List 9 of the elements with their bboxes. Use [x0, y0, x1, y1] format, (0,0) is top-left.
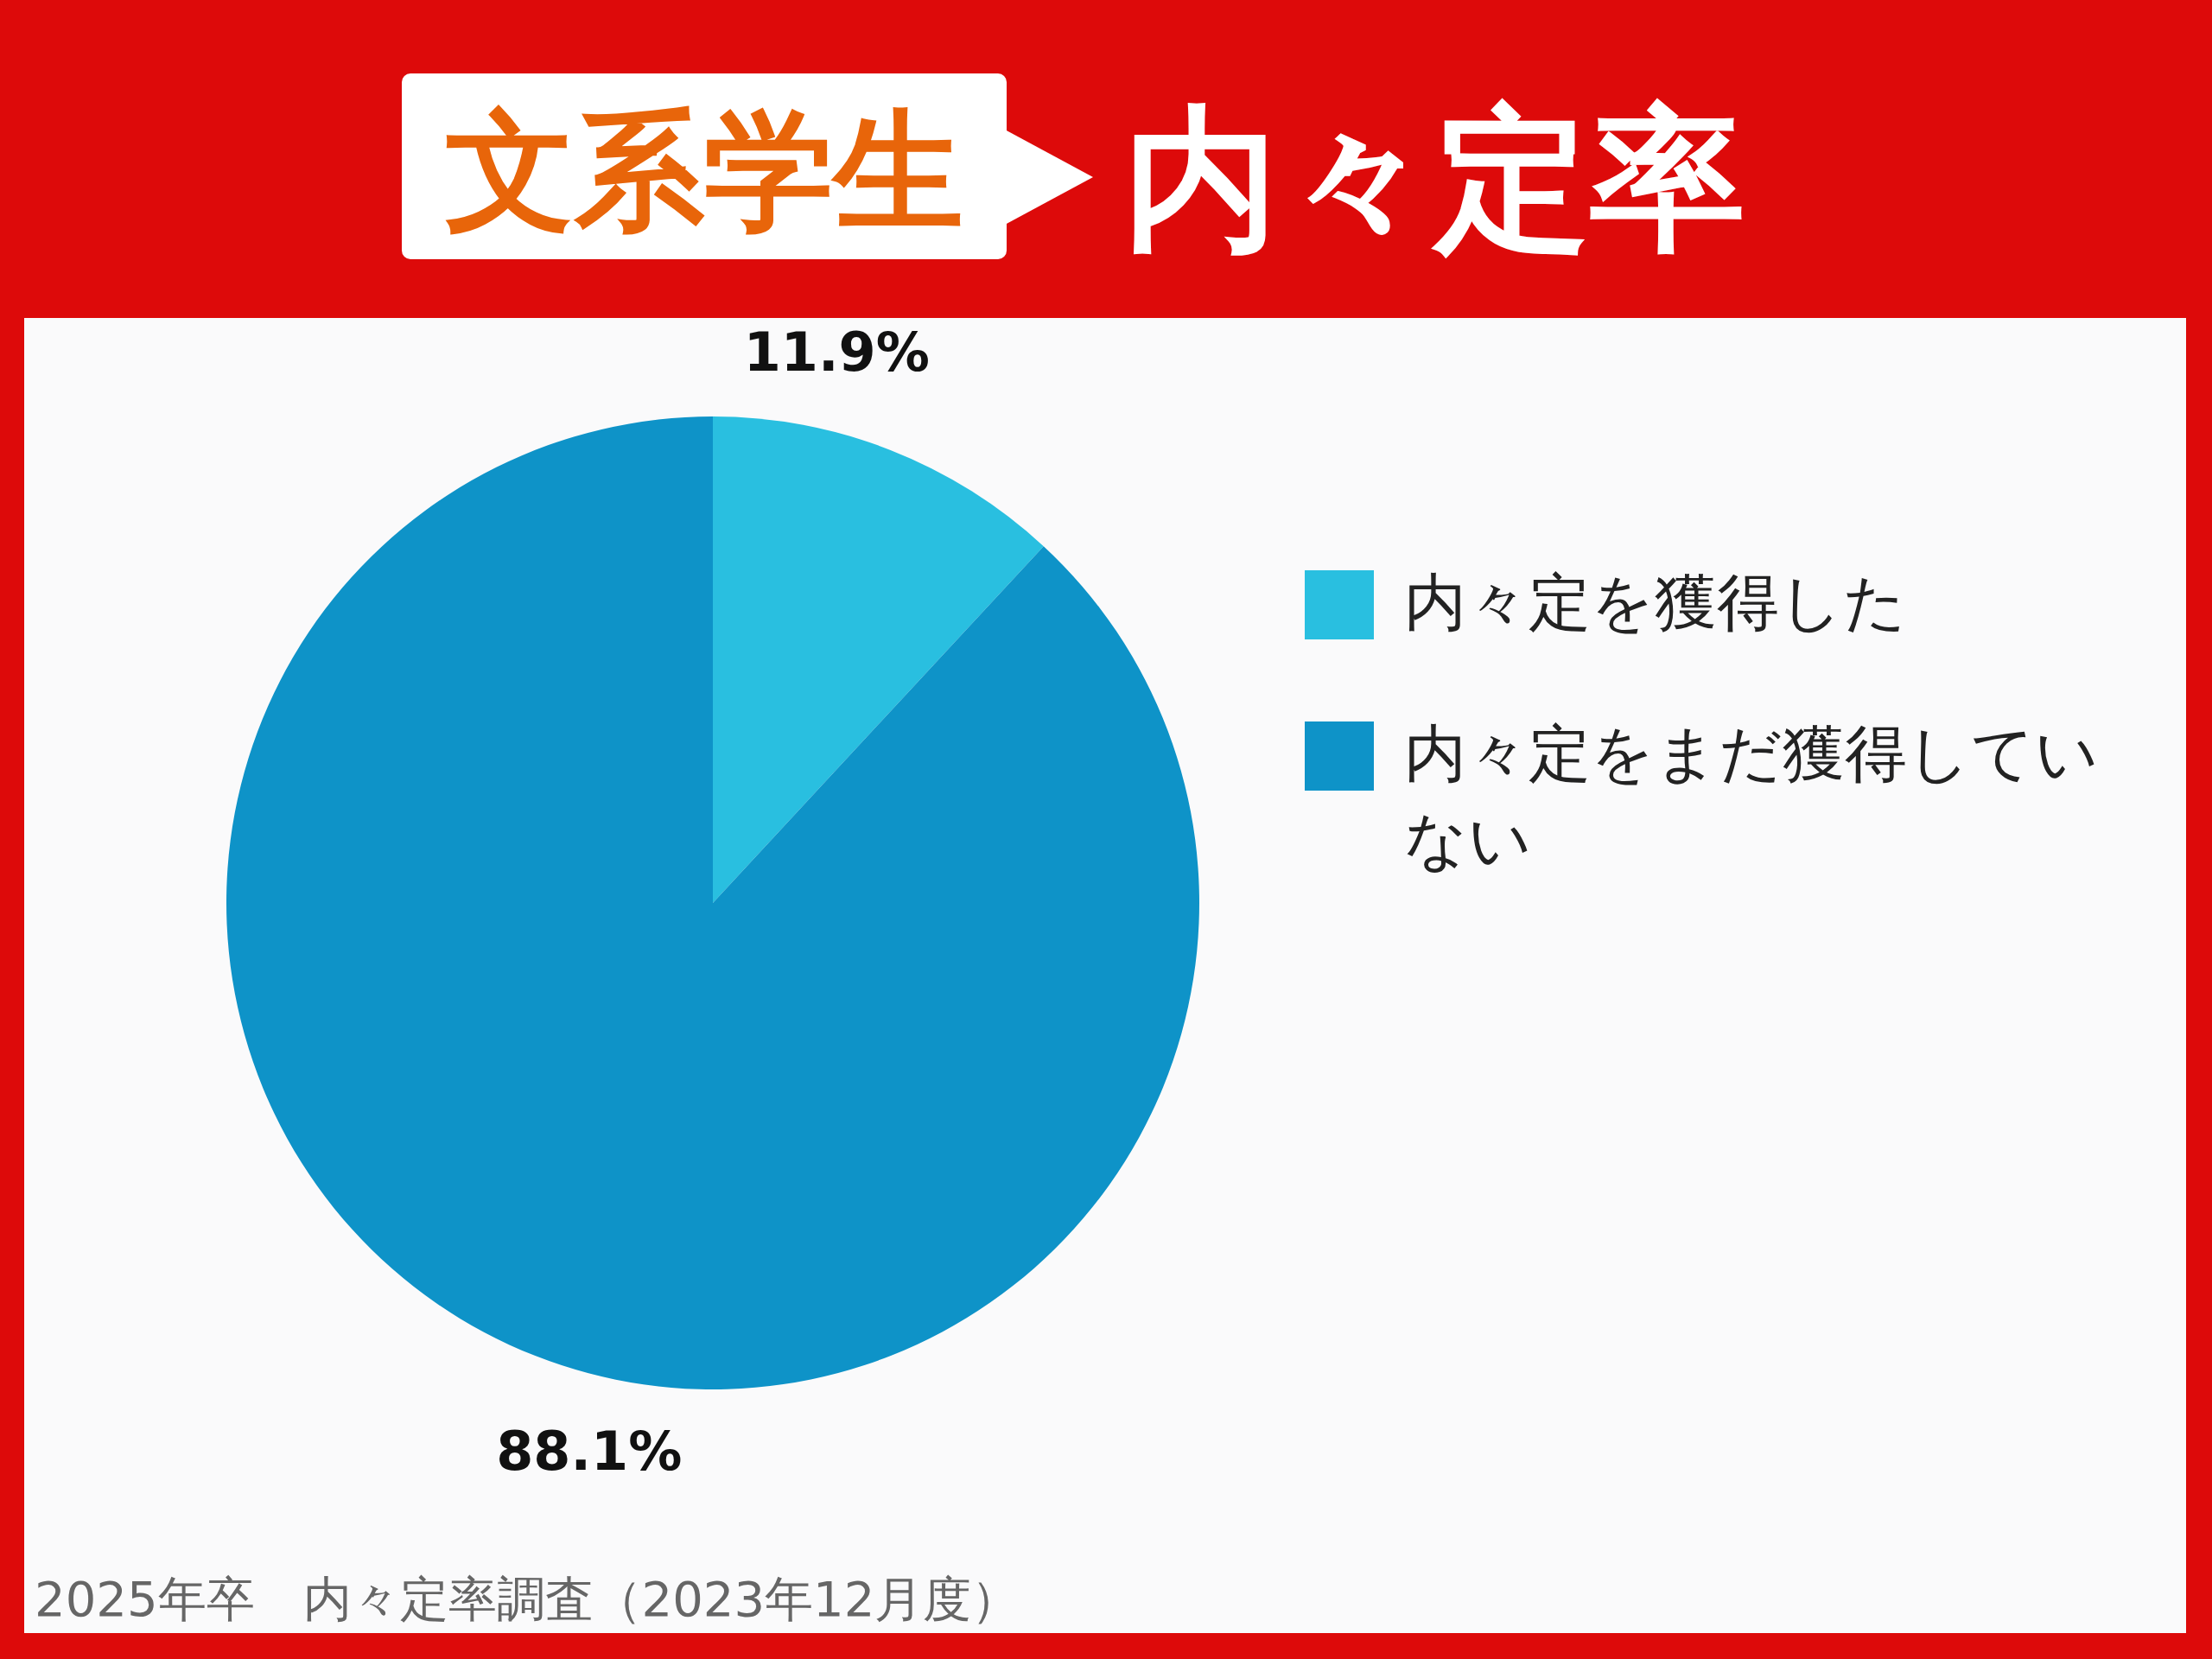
- pie-slice: [713, 416, 1044, 903]
- data-label: 11.9%: [743, 321, 930, 385]
- legend-label: 内々定をまだ獲得していない: [1404, 717, 2099, 876]
- data-label: 88.1%: [496, 1419, 683, 1483]
- legend-label: 内々定を獲得した: [1404, 566, 1907, 639]
- text: 2025年卒 内々定率調査（2023年12月度）: [35, 1571, 1020, 1627]
- chart-subtitle: 内々定率: [1123, 89, 1745, 270]
- pie-slice: [226, 416, 1199, 1389]
- chart-title: 文系学生: [445, 96, 963, 246]
